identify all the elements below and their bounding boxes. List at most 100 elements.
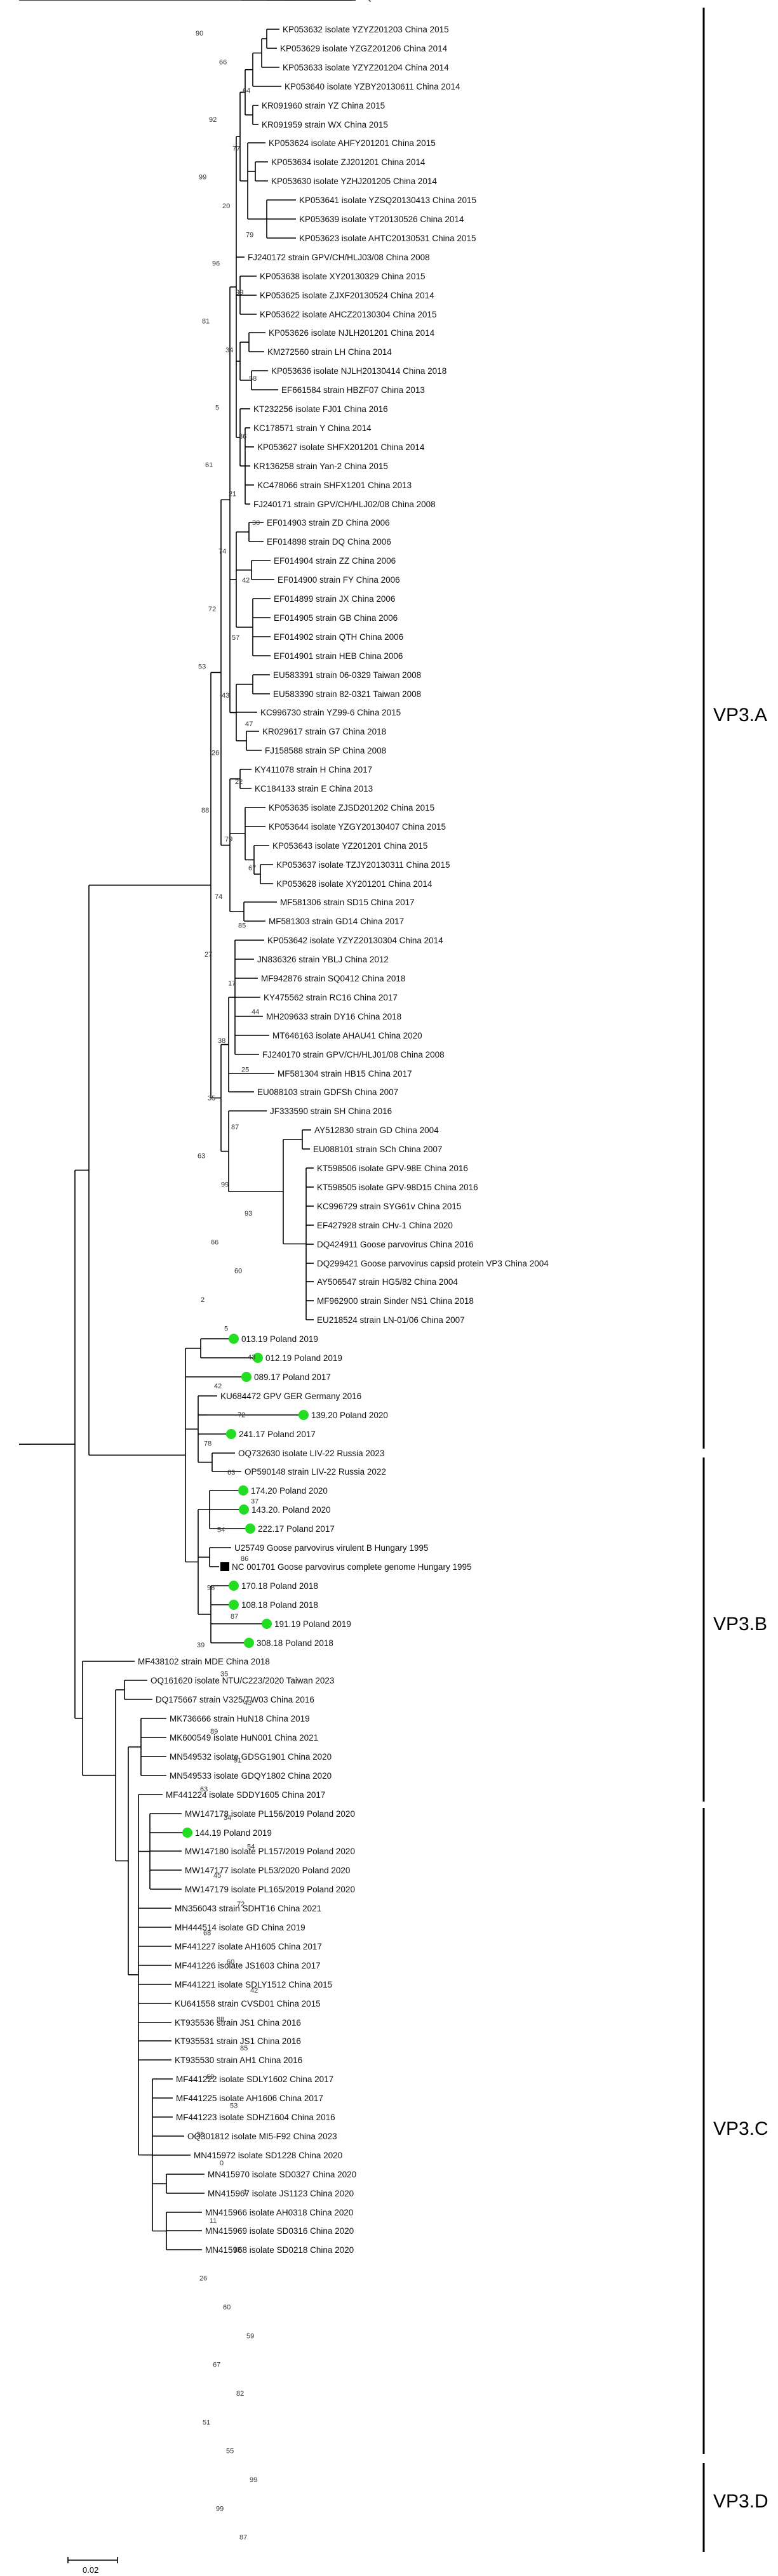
tip-label: OQ732630 isolate LIV-22 Russia 2023 [238, 1449, 384, 1458]
tip-label: KR029617 strain G7 China 2018 [262, 727, 386, 736]
bootstrap-value: 79 [246, 231, 253, 239]
clade-label: VP3.C [713, 2118, 768, 2139]
tip-label: KM272560 strain LH China 2014 [267, 347, 392, 357]
tip-label: MW147177 isolate PL53/2020 Poland 2020 [185, 1866, 350, 1875]
tip-label: KT232256 isolate FJ01 China 2016 [253, 404, 388, 414]
tip-label: KP053638 isolate XY20130329 China 2015 [260, 272, 425, 281]
bootstrap-value: 69 [206, 2073, 214, 2081]
bootstrap-value: 2 [201, 1296, 205, 1304]
tip-label: MN356043 strain SDHT16 China 2021 [175, 1904, 321, 1913]
bootstrap-value: 59 [246, 2332, 254, 2340]
tip-label: 191.19 Poland 2019 [274, 1619, 351, 1629]
bootstrap-value: 82 [236, 2390, 244, 2398]
tip-label: EF014900 strain FY China 2006 [278, 575, 400, 585]
bootstrap-value: 77 [232, 145, 240, 152]
tip-label: KC478066 strain SHFX1201 China 2013 [257, 481, 412, 490]
tip-label: KU844283 isolate FJ/15 China 2023 [355, 0, 493, 2]
bootstrap-value: 87 [239, 2534, 247, 2542]
bootstrap-value: 5 [224, 1325, 228, 1332]
bootstrap-value: 72 [208, 606, 216, 613]
tip-label: MF441221 isolate SDLY1512 China 2015 [175, 1980, 332, 1989]
tip-label: MF581306 strain SD15 China 2017 [280, 898, 415, 907]
bootstrap-value: 88 [201, 807, 209, 814]
bootstrap-value: 86 [239, 433, 246, 441]
tip-label: KT935536 strain JS1 China 2016 [175, 2018, 301, 2028]
bootstrap-value: 74 [215, 893, 222, 901]
tip-label: 144.19 Poland 2019 [195, 1828, 272, 1838]
clade-vp3b: VP3.B [702, 1457, 767, 1802]
tip-label: MN415970 isolate SD0327 China 2020 [208, 2170, 356, 2179]
bootstrap-value: 74 [218, 548, 226, 555]
tip-label: MK600549 isolate HuN001 China 2021 [170, 1733, 318, 1743]
bootstrap-value: 53 [230, 2102, 238, 2110]
tip-label: KP053634 isolate ZJ201201 China 2014 [271, 157, 426, 167]
bootstrap-value: 35 [208, 1095, 215, 1103]
bootstrap-value: 72 [238, 1411, 245, 1419]
bootstrap-value: 34 [224, 1814, 231, 1822]
bootstrap-value: 0 [220, 2160, 224, 2167]
tip-label: 241.17 Poland 2017 [239, 1430, 316, 1439]
green-sample-marker [253, 1353, 263, 1363]
bootstrap-value: 21 [229, 490, 236, 498]
tip-label: AY506547 strain HG5/82 China 2004 [317, 1277, 458, 1287]
tip-label: OR157985 strain 2022FZ China 2023 [355, 0, 498, 2]
bootstrap-value: 17 [228, 979, 236, 987]
bootstrap-value: 88 [217, 2016, 224, 2024]
bootstrap-value: 22 [235, 778, 243, 786]
bootstrap-value: 90 [196, 30, 203, 37]
tip-label: KC996729 strain SYG61v China 2015 [317, 1202, 461, 1211]
bootstrap-value: 92 [209, 116, 217, 124]
tip-label: KP053643 isolate YZ201201 China 2015 [272, 841, 427, 851]
clade-label: VP3.B [713, 1614, 767, 1635]
green-sample-marker [182, 1828, 192, 1838]
tip-label: MN415966 isolate AH0318 China 2020 [205, 2208, 353, 2217]
bootstrap-value: 53 [198, 663, 206, 671]
tip-label: 170.18 Poland 2018 [241, 1581, 318, 1591]
tip-label: MF441227 isolate AH1605 China 2017 [175, 1942, 322, 1951]
tip-label: MN415969 isolate SD0316 China 2020 [205, 2226, 354, 2236]
tip-label: KT935531 strain JS1 China 2016 [175, 2036, 301, 2046]
bootstrap-value: 64 [243, 88, 250, 95]
bootstrap-value: 44 [252, 1009, 259, 1016]
bootstrap-value: 99 [199, 174, 206, 182]
bootstrap-value: 67 [248, 865, 256, 872]
tip-label: OQ301813 isolate MDGPV D REP China 2023 [359, 0, 537, 2]
tip-markers [182, 1334, 309, 1838]
bootstrap-value: 42 [242, 576, 250, 584]
bootstrap-value: 54 [217, 1527, 225, 1534]
tip-labels: KP053632 isolate YZYZ201203 China 2015 KP… [138, 0, 549, 2255]
tip-label: KP053642 isolate YZYZ20130304 China 2014 [267, 936, 443, 945]
tip-label: KP053632 isolate YZYZ201203 China 2015 [283, 25, 449, 34]
bootstrap-value: 55 [226, 2448, 234, 2455]
clade-label: VP3.D [713, 2491, 768, 2512]
bootstrap-value: 66 [219, 58, 227, 66]
tip-label: KP053627 isolate SHFX201201 China 2014 [257, 442, 425, 452]
tip-label: MF441224 isolate SDDY1605 China 2017 [166, 1790, 325, 1800]
tip-label: 089.17 Poland 2017 [254, 1372, 331, 1382]
tip-label: MW147180 isolate PL157/2019 Poland 2020 [185, 1847, 355, 1856]
tip-label: KP053635 isolate ZJSD201202 China 2015 [269, 803, 434, 813]
tip-label: EF661584 strain HBZF07 China 2013 [281, 385, 425, 395]
tip-label: KC184133 strain E China 2013 [255, 784, 373, 793]
bootstrap-value: 30 [252, 519, 260, 527]
tip-label: MF581304 strain HB15 China 2017 [278, 1069, 412, 1079]
tip-label: KU641558 strain CVSD01 China 2015 [175, 1999, 321, 2008]
bootstrap-value: 63 [227, 1469, 235, 1477]
tip-label: KR091959 strain WX China 2015 [262, 120, 388, 129]
tip-label: 108.18 Poland 2018 [241, 1600, 318, 1610]
clade-vp3d: VP3.D [702, 2463, 768, 2552]
tip-label: KP053623 isolate AHTC20130531 China 2015 [299, 234, 476, 243]
tip-label: MN549533 isolate GDQY1802 China 2020 [170, 1771, 332, 1781]
bootstrap-value: 63 [200, 1786, 208, 1793]
green-sample-marker [229, 1334, 239, 1344]
bootstrap-value: 1 [243, 2189, 247, 2196]
bootstrap-value: 27 [205, 951, 212, 959]
tip-label: KP053624 isolate AHFY201201 China 2015 [269, 138, 436, 148]
tip-label: KP053636 isolate NJLH20130414 China 2018 [271, 366, 446, 376]
tip-label: EF014904 strain ZZ China 2006 [274, 556, 396, 566]
bootstrap-value: 57 [232, 634, 239, 642]
green-sample-marker [229, 1581, 239, 1591]
bootstrap-value: 38 [218, 1037, 225, 1045]
tip-label: KP053628 isolate XY201201 China 2014 [276, 879, 433, 889]
tree-branches [19, 0, 356, 2250]
